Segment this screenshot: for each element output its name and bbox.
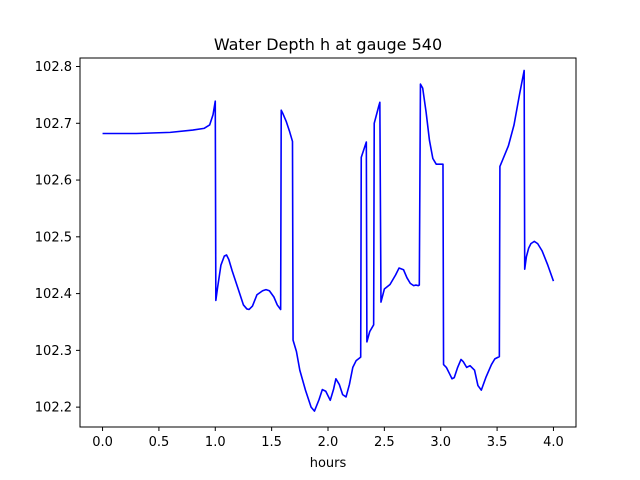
y-tick-label: 102.4: [35, 287, 72, 302]
x-tick-label: 0.5: [149, 435, 170, 450]
x-tick-label: 3.5: [487, 435, 508, 450]
series-line: [102, 69, 555, 412]
y-axis: 102.2 102.3 102.4 102.5 102.6 102.7 102.8: [35, 60, 80, 416]
chart-title: Water Depth h at gauge 540: [214, 35, 442, 54]
x-axis: 0.0 0.5 1.0 1.5 2.0 2.5 3.0 3.5 4.0: [92, 427, 564, 450]
x-tick-label: 1.5: [261, 435, 282, 450]
x-tick-label: 0.0: [92, 435, 113, 450]
y-tick-label: 102.6: [35, 174, 72, 189]
x-tick-label: 1.0: [205, 435, 226, 450]
y-tick-label: 102.2: [35, 401, 72, 416]
y-tick-label: 102.8: [35, 60, 72, 75]
x-axis-label: hours: [310, 456, 347, 471]
y-tick-label: 102.3: [35, 344, 72, 359]
x-tick-label: 3.0: [430, 435, 451, 450]
y-tick-label: 102.7: [35, 117, 72, 132]
x-tick-label: 4.0: [543, 435, 564, 450]
x-tick-label: 2.5: [374, 435, 395, 450]
y-tick-label: 102.5: [35, 230, 72, 245]
x-tick-label: 2.0: [318, 435, 339, 450]
